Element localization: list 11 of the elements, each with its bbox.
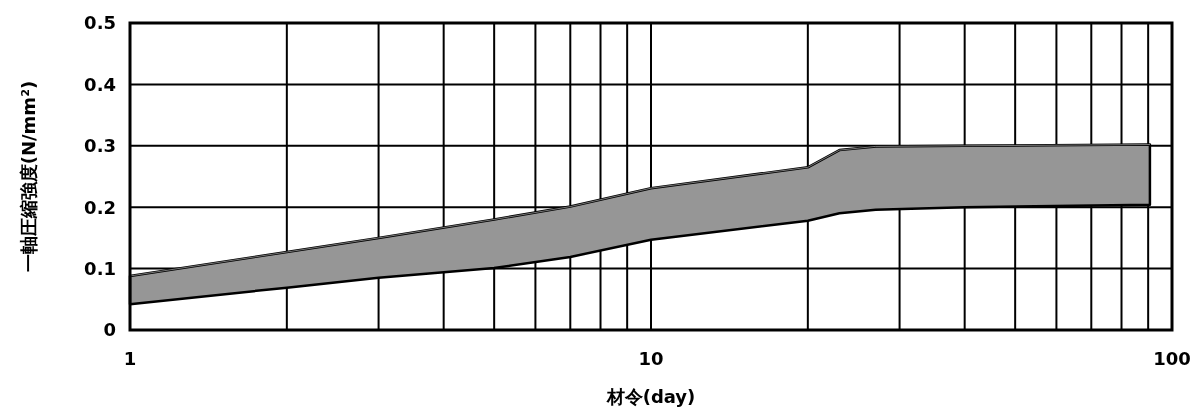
x-tick-label: 100 [1153, 348, 1191, 369]
y-tick-label: 0.5 [84, 12, 116, 34]
y-tick-label: 0 [103, 319, 116, 341]
y-tick-label: 0.3 [84, 135, 116, 157]
x-tick-label: 1 [123, 348, 137, 369]
y-tick-label: 0.1 [84, 257, 116, 279]
y-tick-label: 0.4 [84, 73, 116, 95]
x-axis-title: 材令(day) [605, 386, 696, 407]
y-axis-title: 一軸圧縮強度(N/mm²) [18, 80, 39, 273]
y-tick-label: 0.2 [84, 196, 116, 218]
x-tick-label: 10 [638, 348, 664, 369]
